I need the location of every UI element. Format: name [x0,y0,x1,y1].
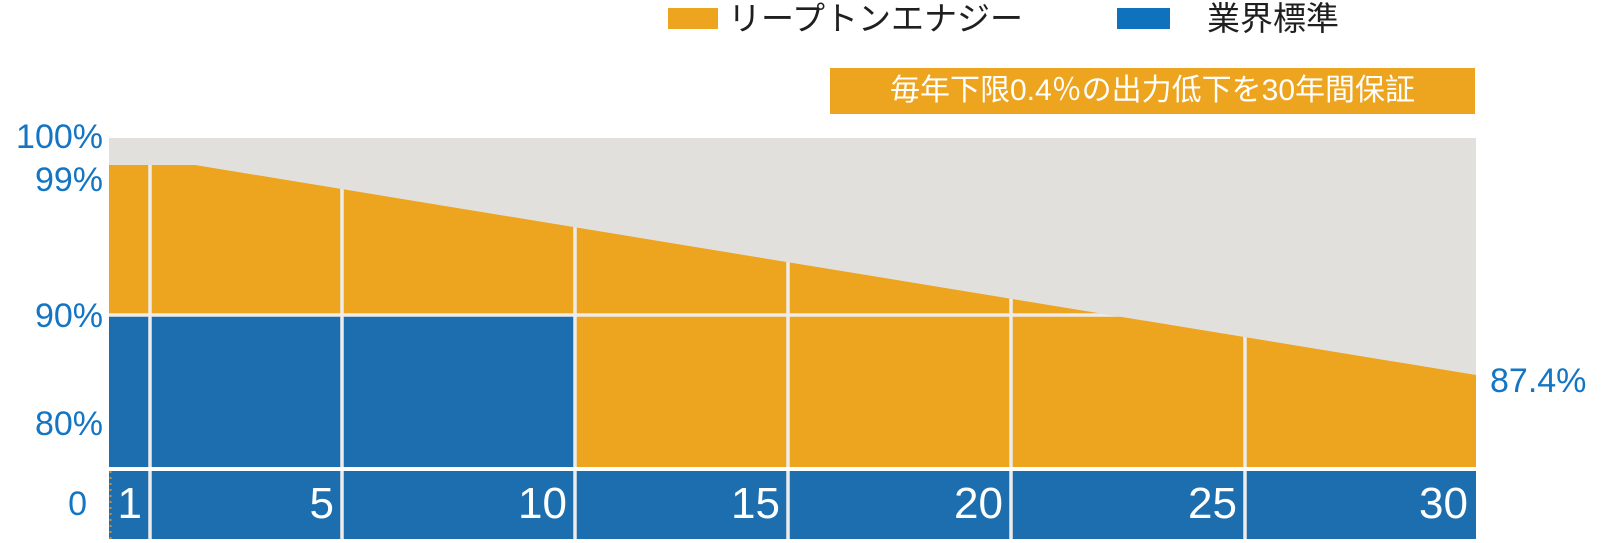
y-axis-tick-80: 80% [34,405,103,443]
y-axis-tick-0: 0 [68,485,87,523]
legend-label-industry: 業界標準 [1207,0,1339,37]
x-axis-tick-year-20: 20 [954,479,1003,528]
x-axis-tick-year-1: 1 [117,479,142,528]
x-axis-tick-year-5: 5 [309,479,334,528]
y-axis-tick-90: 90% [34,297,103,335]
y-axis-tick-100: 100% [16,118,103,156]
x-axis-tick-year-15: 15 [731,479,780,528]
y-axis-tick-99: 99% [34,161,103,199]
guarantee-callout-banner: 毎年下限0.4％の出力低下を30年間保証 [830,68,1475,114]
legend-label-leapton: リープトンエナジー [728,0,1024,37]
x-axis-tick-year-30: 30 [1419,479,1468,528]
x-axis-band [109,471,1476,539]
x-axis-tick-year-10: 10 [518,479,567,528]
legend-swatch-industry [1117,8,1170,29]
legend-swatch-leapton [668,8,718,29]
end-value-label: 87.4% [1490,362,1587,400]
x-axis-tick-year-25: 25 [1188,479,1237,528]
